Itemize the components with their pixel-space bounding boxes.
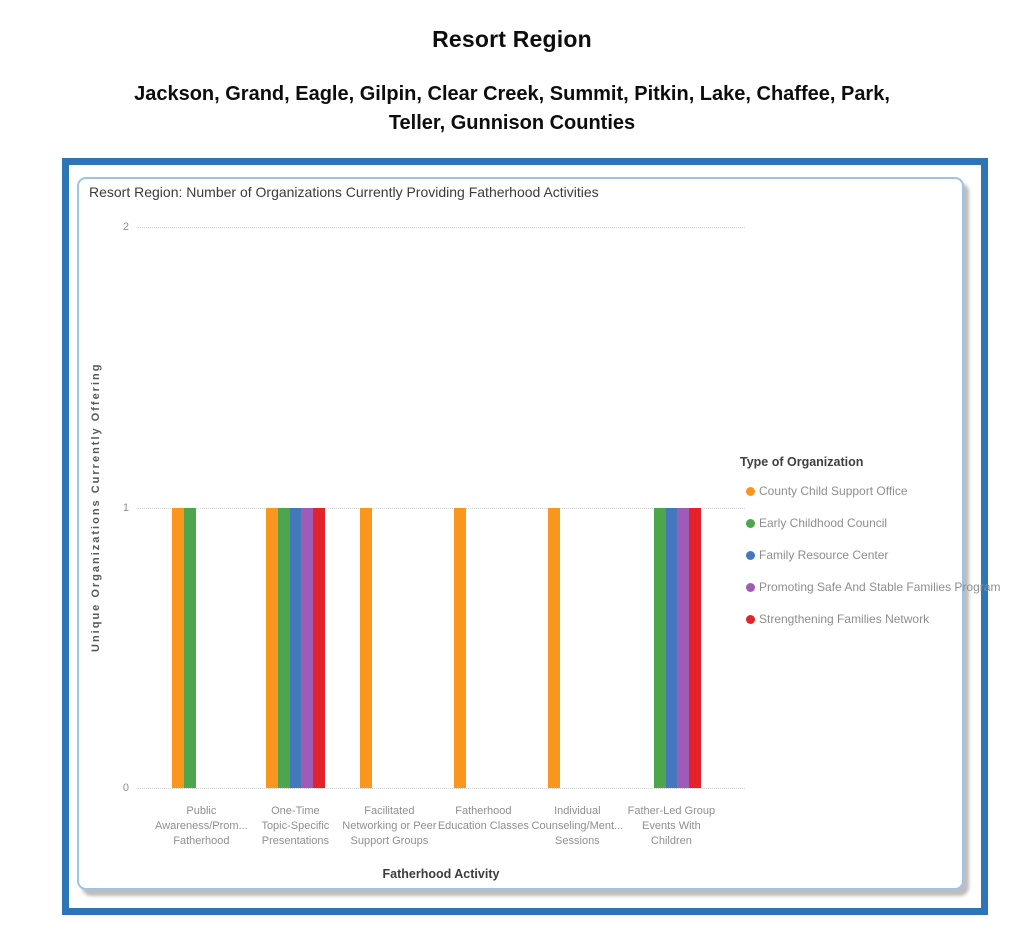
y-tick-label: 1 (122, 501, 129, 514)
x-axis-category-label: Public Awareness/Prom... Fatherhood (155, 805, 248, 847)
bar[interactable] (301, 507, 313, 788)
legend-item-label: Family Resource Center (759, 548, 889, 562)
y-tick-label: 0 (122, 782, 129, 794)
bar[interactable] (677, 507, 689, 788)
x-axis-category-label: Individual Counseling/Ment... Sessions (531, 805, 624, 847)
bar[interactable] (183, 507, 196, 788)
legend-swatch-icon (746, 582, 755, 592)
bar[interactable] (360, 507, 372, 788)
bar[interactable] (266, 507, 278, 788)
y-tick-label: 2 (122, 221, 129, 233)
bar[interactable] (665, 507, 678, 788)
bar[interactable] (548, 507, 560, 788)
page-subtitle: Jackson, Grand, Eagle, Gilpin, Clear Cre… (52, 80, 972, 138)
legend: Type of Organization County Child Suppor… (740, 455, 1000, 635)
legend-item[interactable]: Family Resource Center (740, 539, 970, 571)
x-axis-category-label: One-Time Topic-Specific Presentations (261, 805, 330, 847)
legend-item-label: Promoting Safe And Stable Families Progr… (759, 580, 1001, 594)
legend-item[interactable]: Strengthening Families Network (740, 603, 970, 635)
gridline (137, 507, 745, 509)
legend-items: County Child Support Office Early Childho… (740, 475, 1000, 635)
report-frame: Resort Region: Number of Organizations C… (62, 158, 1000, 915)
plot-area: Fatherhood Activity 0 1 2 Public Awareness/P… (123, 221, 745, 881)
bar[interactable] (653, 507, 666, 788)
y-axis-title: Unique Organizations Currently Offering (90, 362, 102, 653)
bar[interactable] (289, 507, 302, 788)
legend-item-label: Strengthening Families Network (759, 612, 930, 626)
legend-swatch-icon (746, 550, 755, 560)
gridline (137, 788, 745, 789)
bar[interactable] (172, 507, 184, 788)
gridline (137, 227, 745, 228)
bar[interactable] (689, 507, 701, 788)
legend-swatch-icon (746, 614, 755, 624)
legend-swatch-icon (746, 518, 755, 528)
legend-item[interactable]: County Child Support Office (740, 475, 970, 507)
page-subtitle-line2: Teller, Gunnison Counties (388, 112, 636, 134)
x-axis-category-label: Fatherhood Education Classes (437, 805, 529, 832)
bar[interactable] (454, 507, 466, 788)
chart-card: Resort Region: Number of Organizations C… (77, 177, 1000, 890)
legend-item-label: Early Childhood Council (759, 516, 888, 530)
page-subtitle-line1: Jackson, Grand, Eagle, Gilpin, Clear Cre… (134, 83, 890, 105)
legend-item[interactable]: Promoting Safe And Stable Families Progr… (740, 571, 1000, 603)
legend-item[interactable]: Early Childhood Council (740, 507, 970, 539)
x-axis-category-label: Facilitated Networking or Peer Support Gro… (342, 805, 437, 847)
x-axis-category-label: Father-Led Group Events With Children (627, 805, 716, 847)
legend-item-label: County Child Support Office (759, 484, 908, 498)
page-title: Resort Region (432, 26, 592, 52)
legend-swatch-icon (746, 486, 755, 496)
bar[interactable] (313, 507, 325, 788)
chart-title: Resort Region: Number of Organizations C… (89, 184, 599, 200)
bar[interactable] (277, 507, 290, 788)
legend-title: Type of Organization (740, 455, 864, 469)
x-axis-title: Fatherhood Activity (382, 867, 500, 881)
